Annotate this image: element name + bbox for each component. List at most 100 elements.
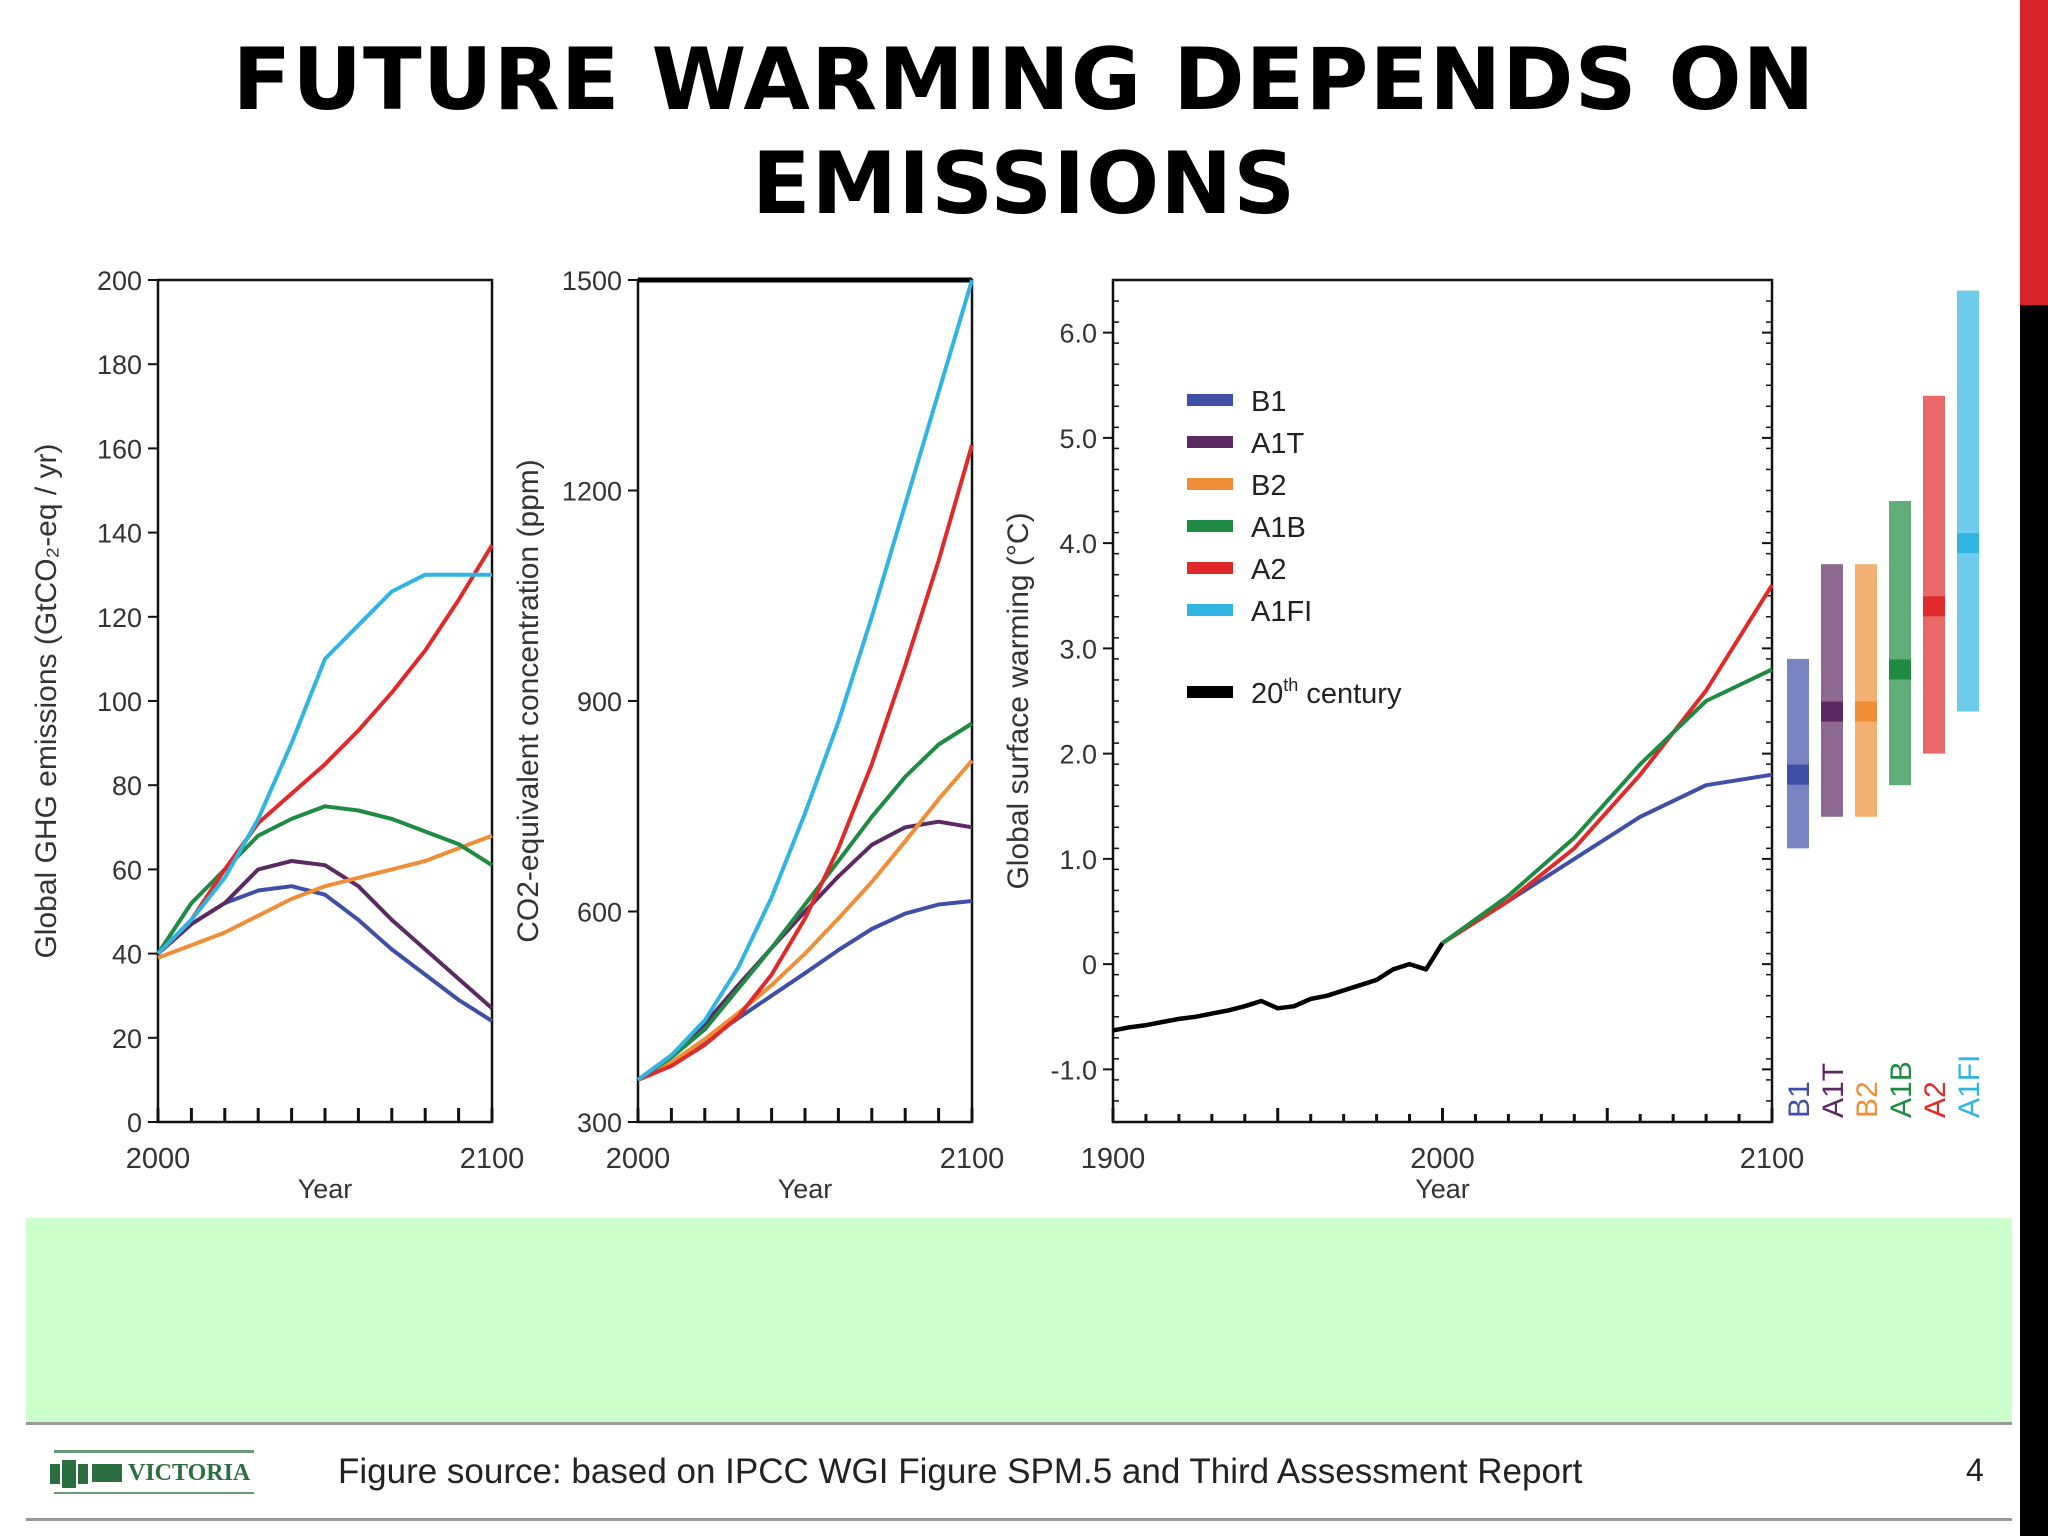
x-tick-label: 2000	[126, 1143, 191, 1175]
range-bar-a1t	[1821, 564, 1843, 817]
best-estimate-a1fi	[1957, 533, 1979, 554]
range-bar-a2	[1923, 395, 1945, 754]
best-estimate-a1b	[1889, 659, 1911, 680]
best-estimate-b1	[1787, 764, 1809, 785]
chart-panel-2	[628, 277, 974, 1124]
x-tick-label: 2000	[606, 1143, 671, 1175]
series-line-20th-century	[1112, 941, 1445, 1033]
page-number: 4	[1966, 1452, 1984, 1488]
plot-frame	[636, 278, 974, 1124]
x-tick-label: 2100	[1740, 1143, 1805, 1175]
range-label-a1b: A1B	[1885, 1061, 1918, 1118]
figure-source: Figure source: based on IPCC WGI Figure …	[338, 1452, 1583, 1491]
x-axis-label: Year	[778, 1174, 833, 1204]
series-line-b2	[637, 759, 974, 1082]
y-tick-label: 180	[97, 350, 142, 380]
y-tick-label: 120	[97, 603, 142, 633]
y-tick-label: 40	[112, 940, 142, 970]
legend-label-a1t: A1T	[1251, 428, 1304, 460]
x-axis-label: Year	[298, 1174, 353, 1204]
y-tick-label: 4.0	[1059, 529, 1097, 559]
y-tick-label: 900	[577, 687, 622, 717]
series-line-a1fi	[636, 279, 974, 1082]
legend-swatch-a1fi	[1187, 604, 1233, 616]
footer-divider-top	[26, 1422, 2012, 1425]
range-bar-b1	[1787, 658, 1809, 849]
y-tick-label: 600	[577, 898, 622, 928]
title-line-2: EMISSIONS	[751, 134, 1297, 234]
accent-bar-black	[2020, 305, 2048, 1536]
series-line-a1t	[156, 859, 494, 1010]
legend-label-b2: B2	[1251, 470, 1286, 502]
legend-label-a1b: A1B	[1251, 512, 1306, 544]
legend-label-a1fi: A1FI	[1251, 596, 1312, 628]
best-estimate-b2	[1855, 701, 1877, 722]
x-axis-label: Year	[1415, 1174, 1470, 1204]
y-tick-label: 3.0	[1059, 634, 1097, 664]
series-line-b1	[156, 884, 494, 1023]
y-tick-label: 160	[97, 434, 142, 464]
series-line-b2	[157, 833, 493, 960]
best-estimate-a2	[1923, 596, 1945, 617]
series-line-a1b	[636, 721, 974, 1082]
y-tick-label: 0	[127, 1108, 142, 1138]
legend-swatch-a1b	[1187, 520, 1233, 532]
plot-frame	[156, 278, 494, 1124]
victoria-university-logo: VICTORIA	[50, 1450, 254, 1494]
series-line-a2	[156, 544, 494, 956]
y-axis-label: CO2-equivalent concentration (ppm)	[512, 459, 545, 943]
series-line-a2	[1441, 584, 1774, 945]
range-label-b2: B2	[1851, 1081, 1884, 1118]
logo-wordmark: VICTORIA	[128, 1460, 251, 1486]
y-tick-label: 6.0	[1059, 319, 1097, 349]
legend-label-b1: B1	[1251, 386, 1286, 418]
range-bar-a1b	[1889, 501, 1911, 786]
x-tick-label: 2100	[460, 1143, 525, 1175]
y-tick-label: 200	[97, 266, 142, 296]
x-tick-label: 1900	[1081, 1143, 1146, 1175]
y-tick-label: 1200	[562, 477, 622, 507]
legend-swatch-a1t	[1187, 436, 1233, 448]
y-tick-label: -1.0	[1050, 1055, 1097, 1085]
y-tick-label: 1.0	[1059, 845, 1097, 875]
legend-swatch-b2	[1187, 478, 1233, 490]
range-bar-a1fi	[1957, 290, 1979, 712]
series-line-a1b	[156, 804, 494, 955]
y-tick-label: 100	[97, 687, 142, 717]
x-tick-label: 2100	[940, 1143, 1005, 1175]
y-tick-label: 60	[112, 855, 142, 885]
legend-swatch-a2	[1187, 562, 1233, 574]
y-axis-label: Global surface warming (°C)	[1002, 512, 1035, 889]
y-tick-label: 20	[112, 1024, 142, 1054]
legend-label-a2: A2	[1251, 554, 1286, 586]
y-tick-label: 5.0	[1059, 424, 1097, 454]
title-line-1: FUTURE WARMING DEPENDS ON	[232, 30, 1816, 130]
legend-swatch-20th-century	[1187, 686, 1233, 698]
y-tick-label: 300	[577, 1108, 622, 1138]
y-tick-label: 80	[112, 771, 142, 801]
y-tick-label: 1500	[562, 266, 622, 296]
range-label-a2: A2	[1919, 1081, 1952, 1118]
slide-title: FUTURE WARMING DEPENDS ON EMISSIONS	[0, 28, 2048, 236]
best-estimate-a1t	[1821, 701, 1843, 722]
footer-divider-bottom	[26, 1518, 2012, 1521]
chart-panel-1	[148, 278, 494, 1124]
ipcc-figure: 0 20 40 60 80 100 120 140 160 180 200 2000 2100 Year G…	[30, 266, 1986, 1204]
range-bar-b2	[1855, 564, 1877, 817]
y-axis-label: Global GHG emissions (GtCO₂-eq / yr)	[30, 443, 63, 958]
series-line-a1b	[1441, 667, 1773, 945]
accent-bar-red	[2020, 0, 2048, 305]
legend-swatch-b1	[1187, 394, 1233, 406]
notes-band	[26, 1218, 2012, 1422]
range-label-b1: B1	[1783, 1081, 1816, 1118]
range-label-a1fi: A1FI	[1953, 1055, 1986, 1118]
y-tick-label: 2.0	[1059, 740, 1097, 770]
y-tick-label: 0	[1082, 950, 1097, 980]
legend-label-20th-century: 20th century	[1251, 675, 1402, 710]
series-line-a2	[637, 444, 974, 1082]
y-tick-label: 140	[97, 519, 142, 549]
plot-frame	[1111, 278, 1774, 1124]
series-line-a1fi	[156, 572, 492, 956]
range-label-a1t: A1T	[1817, 1063, 1850, 1118]
